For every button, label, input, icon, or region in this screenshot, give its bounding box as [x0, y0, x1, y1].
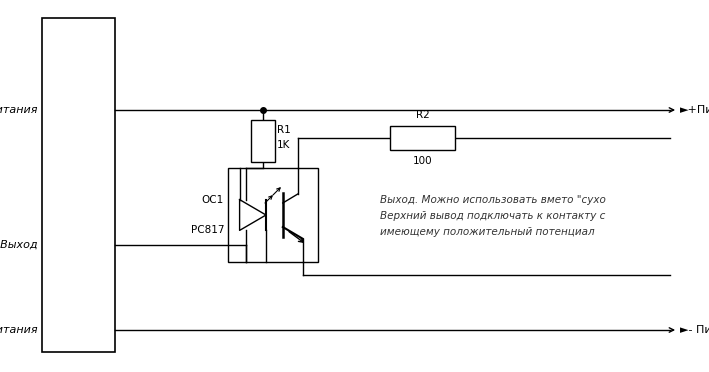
Bar: [251, 120, 275, 162]
Text: +питания: +питания: [0, 105, 38, 115]
Text: OUT Выход: OUT Выход: [0, 240, 38, 250]
Text: Выход. Можно использовать вмето "сухо: Выход. Можно использовать вмето "сухо: [380, 195, 606, 205]
Text: OC1: OC1: [202, 195, 224, 205]
Text: ►- Питания: ►- Питания: [680, 325, 709, 335]
Bar: [42, 18, 115, 352]
Text: 100: 100: [413, 156, 432, 166]
Text: PC817: PC817: [191, 225, 224, 235]
Bar: [228, 168, 318, 262]
Bar: [390, 126, 455, 150]
Text: R2: R2: [415, 110, 430, 120]
Text: R1: R1: [277, 125, 291, 135]
Text: имеющему положительный потенциал: имеющему положительный потенциал: [380, 227, 595, 237]
Text: ►+Питания: ►+Питания: [680, 105, 709, 115]
Text: 1K: 1K: [277, 140, 291, 150]
Text: Верхний вывод подключать к контакту с: Верхний вывод подключать к контакту с: [380, 211, 605, 221]
Text: - питания: - питания: [0, 325, 38, 335]
